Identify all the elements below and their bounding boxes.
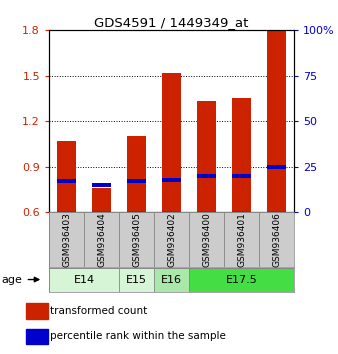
Bar xyxy=(127,179,146,183)
Bar xyxy=(49,212,84,267)
Bar xyxy=(154,212,189,267)
Bar xyxy=(224,212,259,267)
Text: GSM936400: GSM936400 xyxy=(202,212,211,267)
Bar xyxy=(267,165,286,169)
Bar xyxy=(259,212,294,267)
Text: GSM936401: GSM936401 xyxy=(237,212,246,267)
Text: E17.5: E17.5 xyxy=(226,275,258,285)
Bar xyxy=(189,212,224,267)
Bar xyxy=(162,178,181,182)
Text: GSM936404: GSM936404 xyxy=(97,212,106,267)
Text: GSM936403: GSM936403 xyxy=(62,212,71,267)
Bar xyxy=(119,212,154,267)
Bar xyxy=(57,141,76,212)
Bar xyxy=(232,98,251,212)
Bar xyxy=(267,27,286,212)
Text: GSM936406: GSM936406 xyxy=(272,212,281,267)
Bar xyxy=(84,212,119,267)
Bar xyxy=(189,268,294,292)
Bar xyxy=(92,188,111,212)
Text: GSM936402: GSM936402 xyxy=(167,212,176,267)
Bar xyxy=(127,136,146,212)
Text: E15: E15 xyxy=(126,275,147,285)
Text: transformed count: transformed count xyxy=(50,306,147,316)
Text: E14: E14 xyxy=(73,275,95,285)
Bar xyxy=(197,102,216,212)
Bar xyxy=(49,268,119,292)
Bar xyxy=(162,73,181,212)
Bar xyxy=(26,329,48,344)
Bar xyxy=(26,303,48,319)
Text: GSM936405: GSM936405 xyxy=(132,212,141,267)
Title: GDS4591 / 1449349_at: GDS4591 / 1449349_at xyxy=(94,16,249,29)
Bar xyxy=(232,174,251,178)
Bar xyxy=(119,268,154,292)
Bar xyxy=(154,268,189,292)
Bar xyxy=(92,183,111,187)
Bar xyxy=(197,174,216,178)
Text: percentile rank within the sample: percentile rank within the sample xyxy=(50,331,226,341)
Bar xyxy=(57,179,76,183)
Text: E16: E16 xyxy=(161,275,182,285)
Text: age: age xyxy=(2,275,23,285)
